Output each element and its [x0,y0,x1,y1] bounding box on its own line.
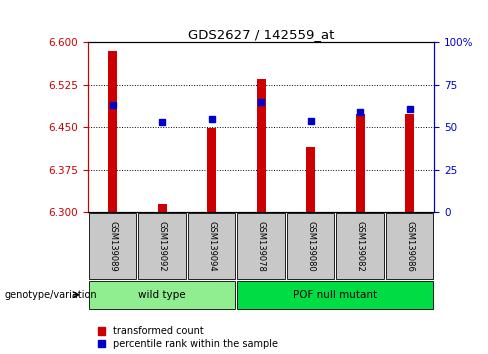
FancyBboxPatch shape [386,213,433,279]
Title: GDS2627 / 142559_at: GDS2627 / 142559_at [188,28,334,41]
FancyBboxPatch shape [287,213,334,279]
FancyBboxPatch shape [237,213,285,279]
Text: GSM139080: GSM139080 [306,221,315,272]
FancyBboxPatch shape [237,281,433,309]
Text: GSM139086: GSM139086 [405,221,414,272]
Text: wild type: wild type [138,290,186,300]
Text: POF null mutant: POF null mutant [293,290,377,300]
Text: GSM139082: GSM139082 [356,221,365,272]
Bar [405,114,414,212]
Text: GSM139092: GSM139092 [158,221,166,272]
Text: GSM139078: GSM139078 [257,221,265,272]
Bar [306,147,315,212]
Text: GSM139094: GSM139094 [207,221,216,272]
Text: GSM139089: GSM139089 [108,221,117,272]
Bar [257,79,265,212]
Bar [207,128,216,212]
Legend: transformed count, percentile rank within the sample: transformed count, percentile rank withi… [98,326,278,349]
FancyBboxPatch shape [336,213,384,279]
Text: genotype/variation: genotype/variation [5,290,98,300]
Bar [356,114,365,212]
FancyBboxPatch shape [188,213,235,279]
FancyBboxPatch shape [89,213,136,279]
FancyBboxPatch shape [89,281,235,309]
FancyBboxPatch shape [138,213,186,279]
Bar [158,204,166,212]
Bar [108,51,117,212]
